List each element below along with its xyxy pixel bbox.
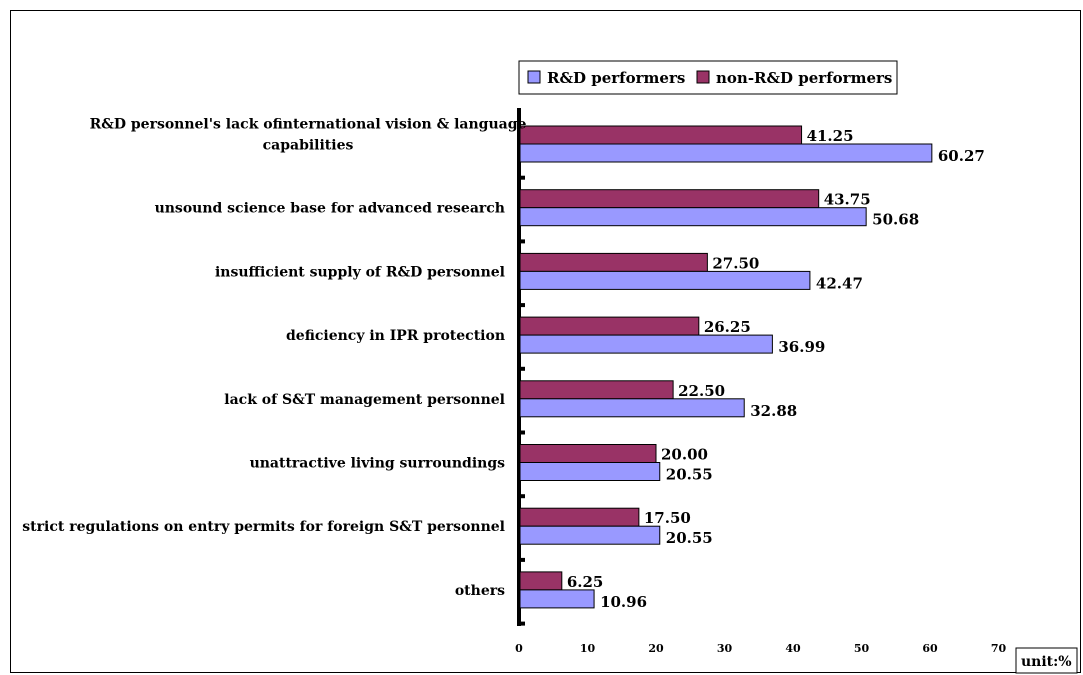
bar-non-rd (519, 252, 708, 272)
data-label-non-rd: 43.75 (824, 191, 871, 209)
category-label-line: strict regulations on entry permits for … (22, 519, 505, 535)
category-label-line: unsound science base for advanced resear… (155, 201, 505, 217)
bar-rd (519, 525, 661, 545)
bar-rd (519, 334, 773, 354)
category-label: lack of S&T management personnel (224, 392, 505, 408)
category-label-line: others (455, 583, 505, 599)
bar-non-rd (519, 380, 674, 400)
x-tick-label: 70 (991, 642, 1007, 655)
x-tick-label: 40 (785, 642, 801, 655)
bar-non-rd (519, 125, 803, 145)
bar-rd (519, 398, 745, 418)
unit-box: unit:% (1015, 647, 1078, 674)
legend-label-rd: R&D performers (547, 69, 685, 87)
data-label-non-rd: 41.25 (807, 127, 854, 145)
legend-label-non-rd: non-R&D performers (716, 69, 892, 87)
legend-swatch-rd (527, 70, 541, 84)
x-tick-label: 30 (717, 642, 733, 655)
plot-area: 41.25 60.27 R&D personnel's lack ofinterna… (22, 108, 1006, 655)
category-label-line: insufficient supply of R&D personnel (215, 264, 505, 280)
data-label-non-rd: 17.50 (644, 509, 691, 527)
legend-swatch-non-rd (696, 70, 710, 84)
x-tick-label: 20 (648, 642, 664, 655)
legend: R&D performers non-R&D performers (518, 60, 898, 95)
category-label: insufficient supply of R&D personnel (215, 264, 505, 280)
category-label: deficiency in IPR protection (286, 328, 505, 344)
bar-non-rd (519, 316, 700, 336)
bar-non-rd (519, 507, 640, 527)
bar-non-rd (519, 444, 657, 463)
data-label-rd: 20.55 (666, 529, 713, 547)
bar-rd (519, 462, 661, 481)
data-label-non-rd: 6.25 (567, 573, 604, 591)
data-label-non-rd: 27.50 (712, 254, 759, 272)
bar-rd (519, 143, 933, 163)
category-label: strict regulations on entry permits for … (22, 519, 505, 535)
category-label: others (455, 583, 505, 599)
category-label-line: capabilities (263, 138, 354, 154)
category-label: unsound science base for advanced resear… (155, 201, 505, 217)
x-tick-label: 10 (580, 642, 596, 655)
unit-label: unit:% (1021, 654, 1072, 670)
data-label-rd: 20.55 (666, 466, 713, 484)
bar-rd (519, 270, 811, 290)
data-label-rd: 60.27 (938, 147, 985, 165)
x-tick-label: 0 (515, 642, 523, 655)
category-label-line: deficiency in IPR protection (286, 328, 505, 344)
category-label: R&D personnel's lack ofinternational vis… (90, 117, 527, 154)
category-label: unattractive living surroundings (250, 456, 506, 472)
x-tick-label: 50 (854, 642, 870, 655)
category-label-line: lack of S&T management personnel (224, 392, 505, 408)
category-label-line: R&D personnel's lack ofinternational vis… (90, 117, 527, 133)
bar-rd (519, 207, 867, 227)
category-label-line: unattractive living surroundings (250, 456, 506, 472)
data-label-rd: 42.47 (816, 274, 863, 292)
data-label-rd: 32.88 (750, 402, 797, 420)
data-label-non-rd: 20.00 (661, 446, 708, 464)
bar-non-rd (519, 189, 820, 209)
data-label-non-rd: 22.50 (678, 382, 725, 400)
bar-rd (519, 589, 595, 609)
unit-box-frame (1015, 647, 1078, 674)
bar-non-rd (519, 571, 563, 591)
data-label-rd: 10.96 (600, 593, 647, 611)
data-label-rd: 36.99 (778, 338, 825, 356)
data-label-rd: 50.68 (872, 211, 919, 229)
x-tick-label: 60 (922, 642, 938, 655)
data-label-non-rd: 26.25 (704, 318, 751, 336)
